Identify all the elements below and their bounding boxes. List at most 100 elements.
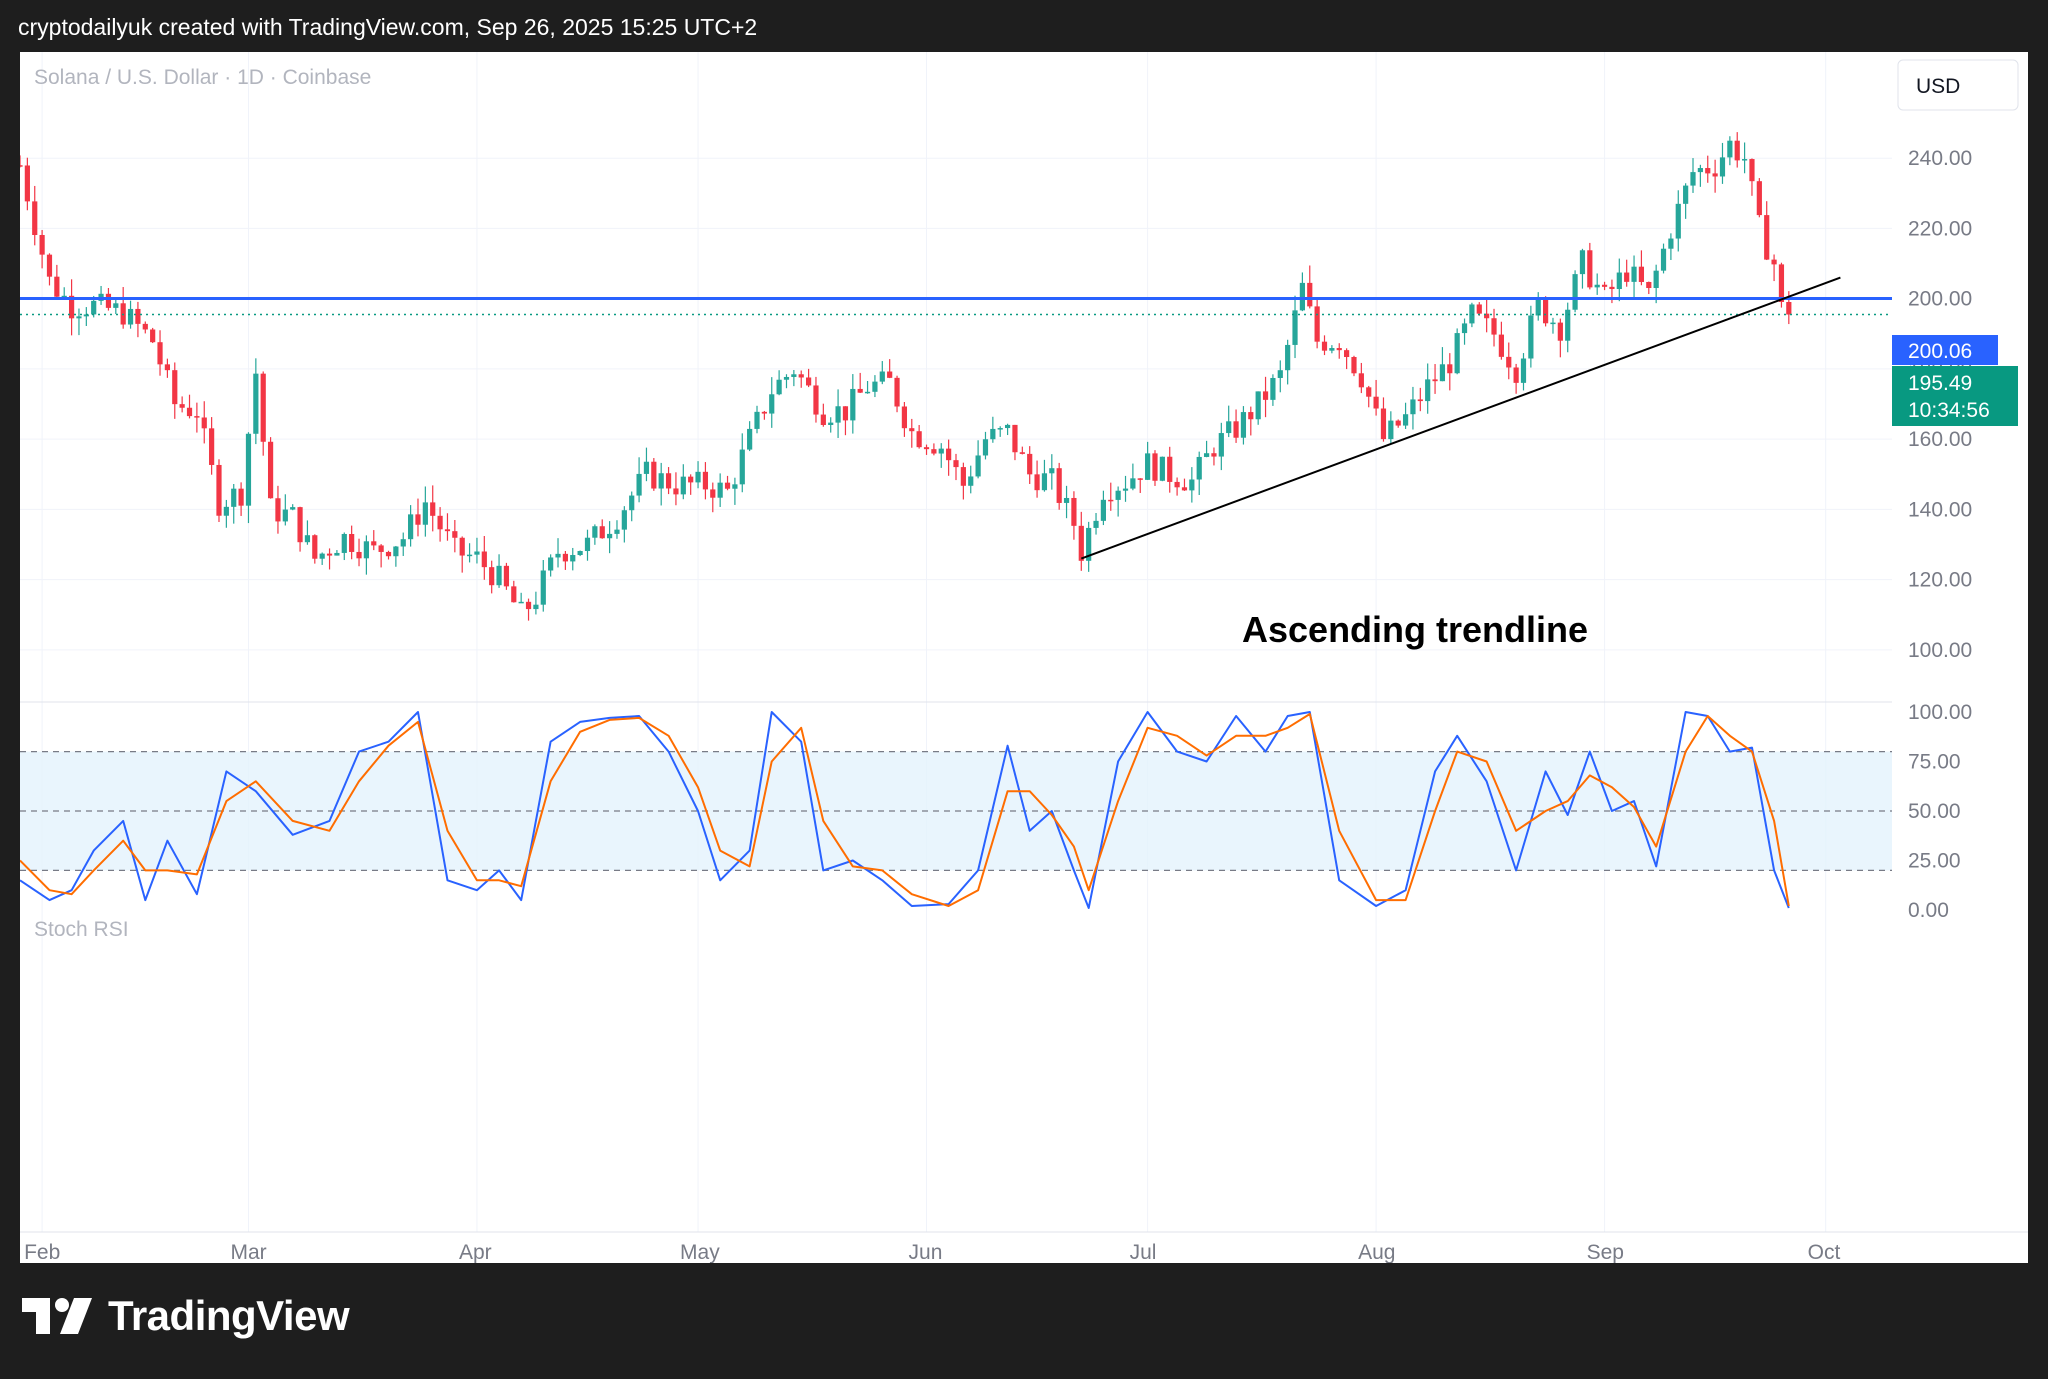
candle-body: [1712, 173, 1718, 177]
candle-body: [1344, 350, 1350, 358]
candle-body: [304, 535, 311, 543]
time-axis[interactable]: Feb Mar Apr May Jun Jul Aug Sep Oct: [20, 1231, 2028, 1263]
currency-label: USD: [1916, 75, 1960, 98]
candle-body: [1572, 274, 1578, 310]
candle-body: [813, 385, 819, 415]
candle-body: [1373, 396, 1379, 409]
candle-body: [127, 308, 134, 325]
candle-body: [91, 300, 97, 315]
candle-body: [1557, 322, 1563, 341]
candle-body: [1491, 318, 1497, 335]
candle-body: [1402, 414, 1409, 426]
candle-body: [481, 551, 487, 568]
candle-body: [1668, 238, 1674, 249]
candle-body: [1277, 370, 1283, 378]
candle-body: [1705, 168, 1711, 174]
candle-body: [1174, 481, 1180, 488]
candle-body: [960, 467, 966, 486]
stoch-line-k: [20, 711, 1790, 909]
candle-body: [1049, 468, 1055, 474]
candle-body: [105, 293, 112, 308]
candle-body: [363, 541, 369, 559]
candle-body: [1432, 379, 1438, 382]
candle-body: [1756, 181, 1762, 216]
stoch-tick-label: 25.00: [1908, 850, 1961, 873]
stoch-rsi-series: [20, 711, 1790, 909]
candle-body: [651, 461, 657, 489]
candle-body: [496, 565, 502, 586]
candle-body: [1653, 270, 1659, 289]
stoch-tick-label: 0.00: [1908, 899, 1949, 922]
candle-body: [916, 431, 922, 448]
candle-body: [946, 448, 952, 461]
currency-button[interactable]: USD: [1897, 59, 2019, 111]
candle-body: [1697, 168, 1703, 173]
candle-body: [688, 476, 694, 483]
candle-body: [761, 411, 767, 414]
candle-body: [172, 370, 178, 405]
candle-body: [1255, 391, 1261, 420]
candle-body: [113, 303, 119, 308]
price-tick-label: 240.00: [1908, 147, 1972, 170]
time-tick-label: Jul: [1130, 1241, 1157, 1263]
candle-body: [135, 308, 141, 324]
candle-body: [1071, 497, 1077, 526]
candle-body: [872, 381, 878, 392]
candle-body: [503, 565, 510, 587]
candle-body: [275, 498, 281, 522]
candle-body: [673, 488, 679, 495]
candle-body: [577, 551, 583, 556]
candle-body: [466, 554, 473, 557]
candle-body: [1609, 286, 1615, 290]
candle-body: [326, 553, 333, 556]
price-tick-label: 200.00: [1908, 288, 1972, 311]
candle-body: [525, 601, 532, 610]
trendline-annotation: Ascending trendline: [1242, 609, 1588, 650]
candle-body: [334, 552, 340, 556]
stoch-tick-label: 50.00: [1908, 800, 1961, 823]
time-tick-label: Aug: [1358, 1241, 1395, 1263]
price-axis[interactable]: 100.00120.00140.00160.00180.00200.00220.…: [1908, 147, 1972, 922]
tradingview-brand[interactable]: TradingView: [22, 1292, 350, 1340]
candle-body: [1351, 357, 1357, 374]
countdown-label: 10:34:56: [1908, 399, 1990, 422]
candle-body: [83, 314, 89, 317]
candle-body: [968, 476, 974, 486]
candle-body: [798, 374, 804, 378]
candle-body: [1115, 490, 1121, 500]
resistance-price-label: 200.06: [1908, 340, 1972, 363]
candle-body: [702, 471, 709, 490]
candle-body: [1226, 421, 1232, 434]
candle-body: [1203, 453, 1210, 457]
candle-body: [1012, 424, 1018, 453]
candle-body: [1262, 391, 1269, 400]
chart-canvas[interactable]: Solana / U.S. Dollar · 1D · Coinbase Asc…: [20, 52, 2028, 1263]
time-tick-label: Mar: [230, 1241, 266, 1263]
stoch-rsi-label: Stoch RSI: [34, 918, 129, 941]
candle-body: [835, 406, 841, 423]
candle-body: [636, 473, 642, 496]
candle-body: [1078, 525, 1084, 561]
candle-body: [1100, 499, 1107, 521]
candle-body: [142, 323, 148, 330]
price-tick-label: 120.00: [1908, 569, 1972, 592]
ascending-trendline[interactable]: [1080, 276, 1841, 560]
candle-body: [643, 461, 650, 474]
candle-body: [1152, 453, 1158, 481]
candle-body: [710, 489, 716, 498]
candle-body: [555, 553, 561, 558]
candle-body: [1122, 488, 1129, 491]
candle-body: [312, 535, 318, 559]
attribution-text: cryptodailyuk created with TradingView.c…: [18, 14, 758, 40]
candle-body: [1461, 323, 1468, 334]
candle-body: [879, 371, 885, 382]
candle-body: [997, 428, 1003, 430]
candle-body: [1476, 304, 1482, 314]
candle-body: [1660, 248, 1667, 271]
candle-body: [658, 473, 664, 489]
candle-body: [1734, 140, 1740, 161]
candle-body: [1041, 473, 1048, 491]
candle-body: [290, 507, 296, 510]
candle-body: [1683, 185, 1689, 204]
candle-body: [607, 533, 613, 539]
